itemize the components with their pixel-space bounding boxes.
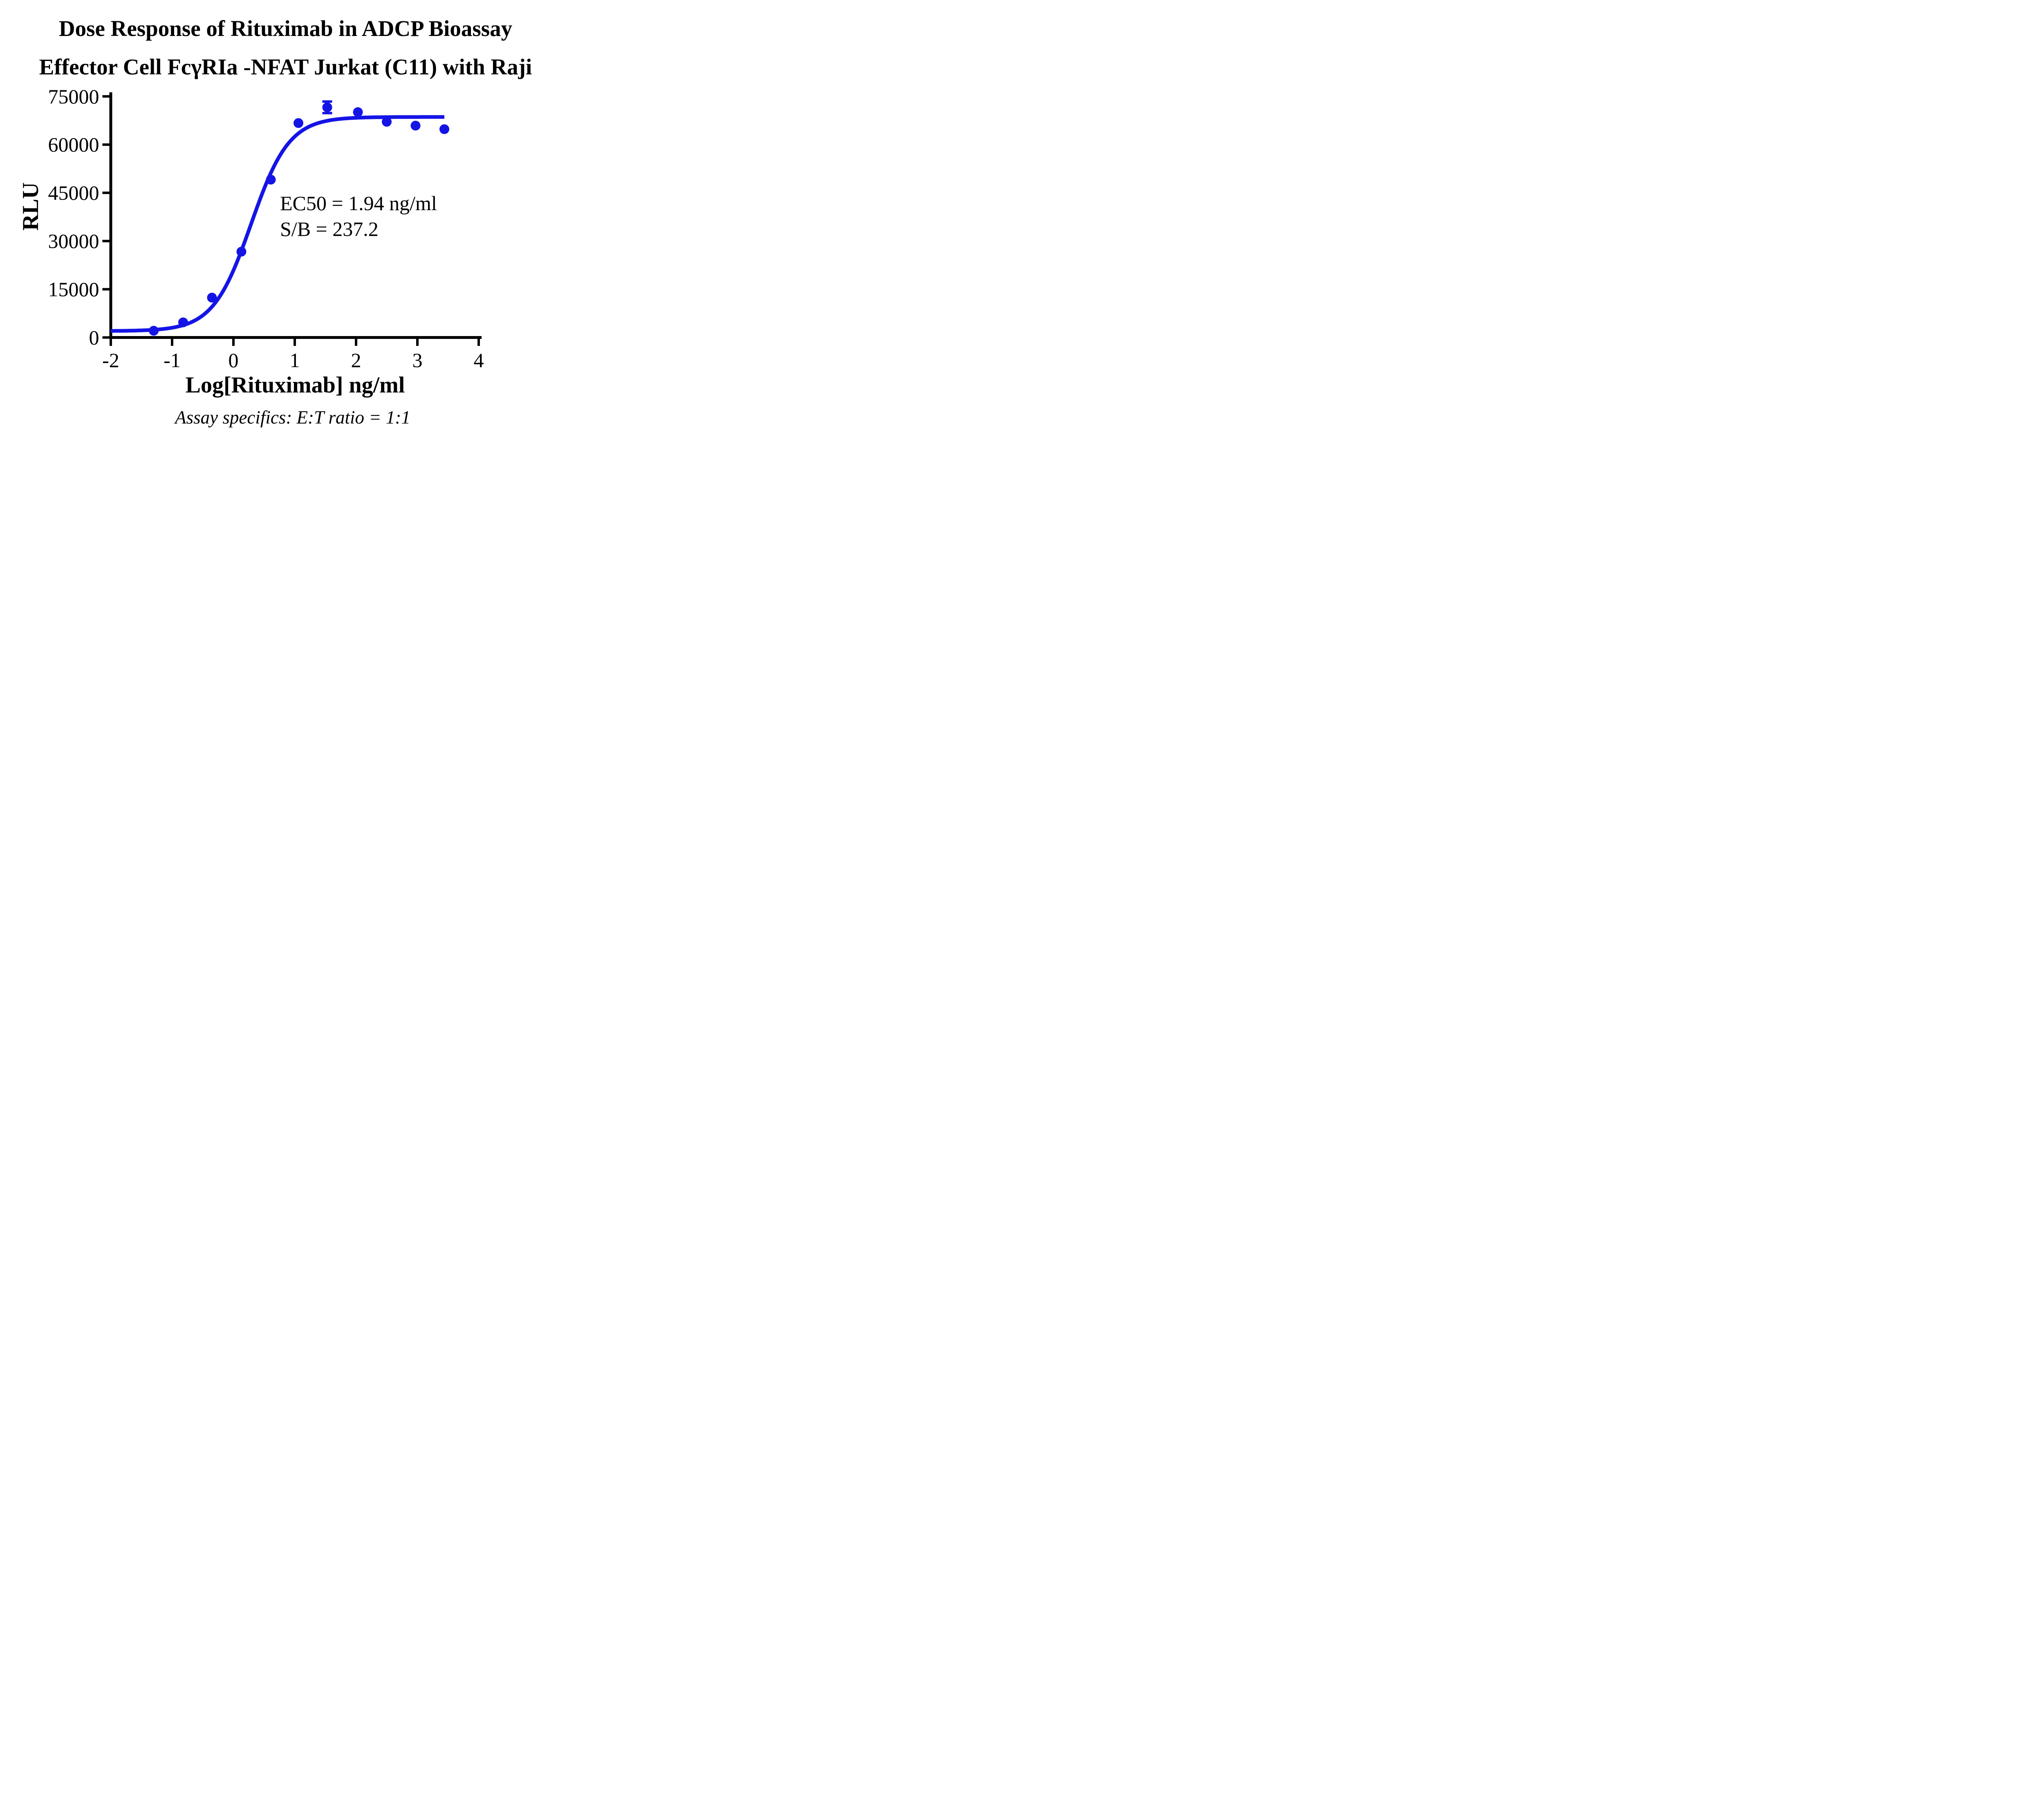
- data-point: [353, 107, 363, 117]
- figure: Dose Response of Rituximab in ADCP Bioas…: [0, 0, 571, 452]
- chart-svg: -2 -1 0 1 2 3 4 0 15000 30000 45000 60000 75000: [48, 85, 484, 372]
- sb-value: S/B = 237.2: [280, 217, 379, 240]
- x-axis-title: Log[Rituximab] ng/ml: [185, 372, 405, 398]
- x-tick-label: -1: [164, 349, 181, 372]
- chart-title-line2: Effector Cell FcγRIa -NFAT Jurkat (C11) …: [39, 54, 532, 79]
- chart-title-line1: Dose Response of Rituximab in ADCP Bioas…: [58, 16, 513, 41]
- x-tick-label: 3: [412, 349, 423, 372]
- y-tick-label: 15000: [48, 278, 99, 301]
- data-point: [178, 317, 188, 327]
- data-point: [410, 121, 421, 131]
- y-tick-label: 75000: [48, 85, 99, 108]
- x-tick-label: 2: [351, 349, 361, 372]
- x-tick-label: 0: [229, 349, 239, 372]
- data-point: [382, 117, 392, 127]
- x-tick-label: 1: [290, 349, 300, 372]
- ec50-value: EC50 = 1.94 ng/ml: [280, 192, 437, 215]
- data-point: [236, 247, 247, 257]
- fit-annotation: EC50 = 1.94 ng/ml S/B = 237.2: [280, 191, 437, 242]
- y-tick-label: 0: [89, 326, 99, 349]
- data-point: [322, 102, 332, 112]
- x-tick-label: -2: [102, 349, 119, 372]
- data-point: [294, 118, 303, 128]
- assay-caption: Assay specifics: E:T ratio = 1:1: [175, 407, 410, 428]
- x-tick-label: 4: [474, 349, 484, 372]
- y-tick-label: 60000: [48, 133, 99, 156]
- data-point: [207, 292, 217, 303]
- data-point: [266, 175, 276, 185]
- chart-title: Dose Response of Rituximab in ADCP Bioas…: [0, 9, 571, 86]
- fit-curve: [111, 115, 444, 333]
- y-tick-label: 45000: [48, 182, 99, 204]
- y-tick-label: 30000: [48, 230, 99, 253]
- data-point: [149, 325, 159, 336]
- data-point: [439, 124, 449, 134]
